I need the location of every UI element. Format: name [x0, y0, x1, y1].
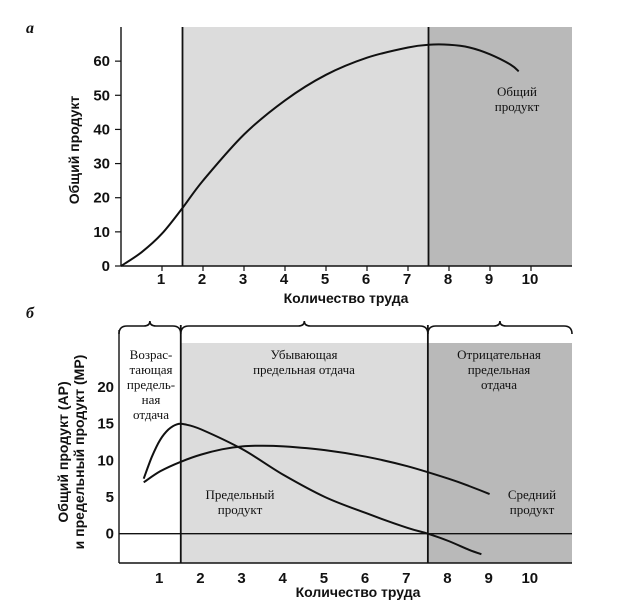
panel-label-b: б: [26, 305, 35, 322]
x-tick-label-a-2: 2: [198, 271, 206, 288]
region-a-1: [121, 27, 183, 266]
region-b-3: [427, 343, 572, 563]
region3-label-line2: предельная: [468, 362, 531, 377]
y-tick-label-b-5: 5: [106, 489, 114, 506]
y-axis-label-b-line1: Общий продукт (AP): [55, 381, 71, 522]
x-tick-label-b-2: 2: [196, 570, 204, 587]
x-tick-label-b-5: 5: [320, 570, 328, 587]
x-tick-label-b-7: 7: [402, 570, 410, 587]
x-tick-label-a-1: 1: [157, 271, 165, 288]
region-a-2: [182, 27, 429, 266]
x-tick-label-a-6: 6: [362, 271, 370, 288]
brace-region-3: [427, 320, 573, 335]
y-tick-label-a-60: 60: [93, 53, 110, 70]
region-b-1: [119, 343, 181, 563]
x-tick-label-b-4: 4: [279, 570, 288, 587]
y-tick-label-a-20: 20: [93, 190, 110, 207]
x-tick-label-b-6: 6: [361, 570, 369, 587]
x-tick-label-a-7: 7: [403, 271, 411, 288]
brace-region-2: [179, 320, 429, 335]
x-axis-label-b: Количество труда: [296, 584, 421, 600]
y-tick-label-b-20: 20: [97, 379, 114, 396]
region1-label-line3: предель-: [127, 377, 175, 392]
region-b-2: [180, 343, 428, 563]
brace-region-1: [118, 320, 182, 335]
region1-label-line4: ная: [142, 392, 161, 407]
series-line-average-product: [143, 444, 490, 496]
y-tick-label-b-10: 10: [97, 452, 114, 469]
y-axis-label-a: Общий продукт: [66, 96, 82, 205]
series-label-average-line2: продукт: [510, 502, 555, 517]
x-tick-label-b-8: 8: [443, 570, 451, 587]
y-tick-label-a-0: 0: [102, 258, 110, 275]
series-label-marginal-line1: Предельный: [206, 487, 275, 502]
chart-total-product: 0 10 20 30 40 50 60 1 2 3 4 5 6 7 8 9 10 а Общий продукт…: [26, 20, 572, 306]
y-tick-label-b-15: 15: [97, 416, 114, 433]
y-tick-label-a-10: 10: [93, 224, 110, 241]
y-tick-label-a-30: 30: [93, 156, 110, 173]
region-a-3: [428, 27, 572, 266]
x-tick-label-a-4: 4: [280, 271, 289, 288]
series-line-total-product: [120, 43, 520, 267]
y-axis-label-b-line2: и предельный продукт (MP): [71, 355, 87, 550]
y-tick-label-a-40: 40: [93, 121, 110, 138]
x-tick-label-a-9: 9: [485, 271, 493, 288]
region-braces: [118, 320, 573, 335]
x-tick-label-b-3: 3: [237, 570, 245, 587]
series-label-total-line1: Общий: [497, 84, 537, 99]
series-line-marginal-product: [142, 422, 482, 556]
x-tick-label-a-5: 5: [321, 271, 329, 288]
x-tick-label-b-10: 10: [521, 570, 538, 587]
region1-label-line1: Возрас-: [130, 347, 173, 362]
region2-label-line2: предельная отдача: [253, 362, 355, 377]
x-tick-label-a-8: 8: [444, 271, 452, 288]
y-tick-label-b-0: 0: [106, 526, 114, 543]
series-label-marginal-line2: продукт: [218, 502, 263, 517]
y-tick-label-a-50: 50: [93, 87, 110, 104]
x-tick-label-a-3: 3: [239, 271, 247, 288]
x-axis-label-a: Количество труда: [284, 290, 409, 306]
x-tick-label-b-1: 1: [155, 570, 163, 587]
x-tick-label-b-9: 9: [484, 570, 492, 587]
series-label-average-line1: Средний: [508, 487, 556, 502]
series-label-total-line2: продукт: [495, 99, 540, 114]
panel-label-a: а: [26, 20, 34, 37]
region1-label-line5: отдача: [133, 407, 169, 422]
region2-label-line1: Убывающая: [271, 347, 338, 362]
x-tick-label-a-10: 10: [522, 271, 539, 288]
region3-label-line1: Отрицательная: [457, 347, 541, 362]
chart-average-marginal-product: 0 5 10 15 20 1 2 3 4 5 6 7 8 9 10 б Общий продукт (AP)…: [26, 305, 573, 600]
region3-label-line3: отдача: [481, 377, 517, 392]
region1-label-line2: тающая: [129, 362, 172, 377]
